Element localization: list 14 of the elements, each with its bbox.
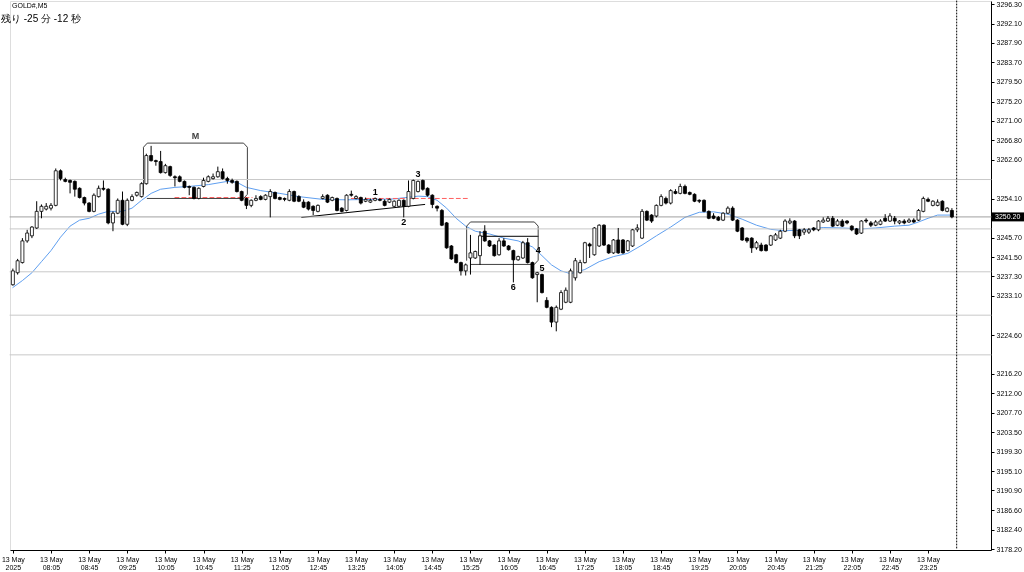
candlestick [511,249,516,283]
annotation: 2 [401,217,407,228]
annotation: 4 [535,245,541,256]
text: 残り -25 分 -12 秒 [1,13,82,24]
series-label: M [191,131,200,142]
annotation: 3 [415,169,421,180]
line-series [12,180,953,288]
candlestick [468,234,473,276]
line-series [466,221,539,265]
annotation: 5 [539,262,545,273]
candlestick [120,191,125,226]
annotation: 6 [510,282,516,293]
annotation: 1 [372,186,378,197]
candlestick [435,204,439,212]
